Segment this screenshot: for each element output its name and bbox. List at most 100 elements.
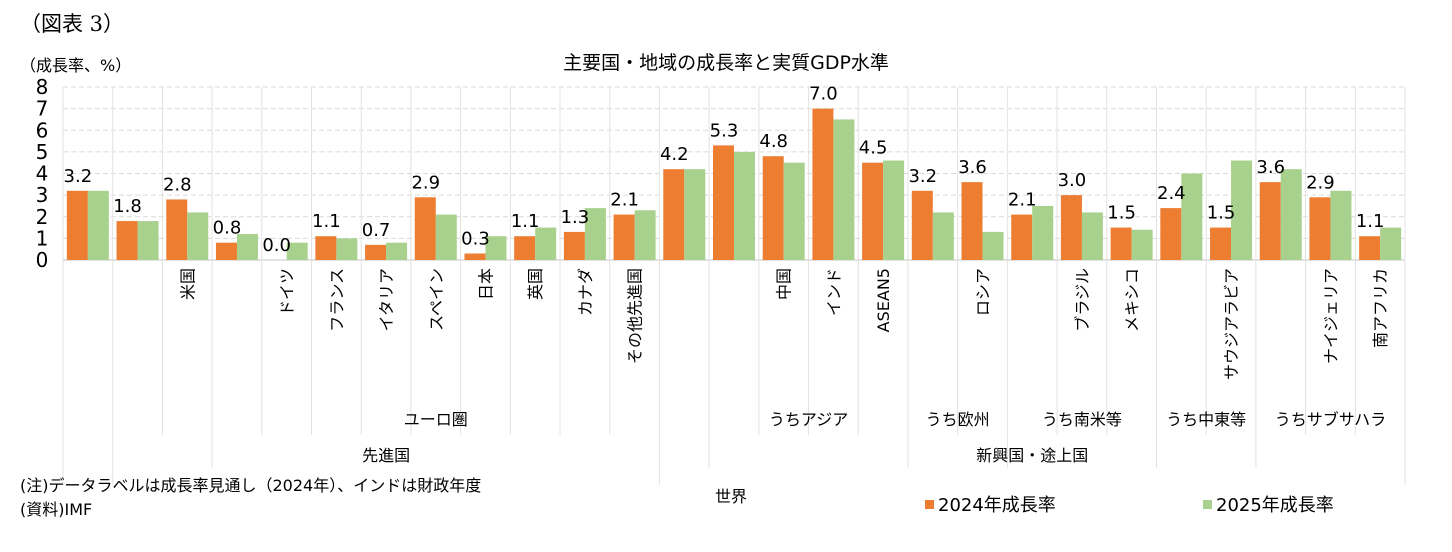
x-tick-label: 日本 xyxy=(476,268,495,300)
x-tick-label: メキシコ xyxy=(1123,268,1142,332)
data-label: 4.5 xyxy=(859,138,888,159)
y-tick-label: 6 xyxy=(36,118,49,142)
x-tick-label: ナイジェリア xyxy=(1321,268,1340,364)
bar-2025 xyxy=(634,210,656,260)
bar-2024 xyxy=(1110,227,1132,260)
category-group-label: うち欧州 xyxy=(926,410,990,429)
legend-swatch-2024 xyxy=(925,499,934,509)
bar-2025 xyxy=(982,231,1004,260)
bar-2025 xyxy=(734,151,755,260)
data-label: 2.9 xyxy=(1306,172,1335,193)
data-label: 7.0 xyxy=(809,84,838,105)
y-tick-label: 1 xyxy=(36,226,49,250)
data-label: 2.1 xyxy=(610,190,639,211)
data-label: 2.1 xyxy=(1008,190,1037,211)
x-tick-label: 英国 xyxy=(526,268,545,300)
legend-item-2024: 2024年成長率 xyxy=(925,491,1056,517)
bar-2024 xyxy=(1259,182,1281,260)
data-label: 0.7 xyxy=(362,220,391,241)
bar-2025 xyxy=(386,242,408,260)
bar-2025 xyxy=(883,160,905,260)
x-tick-label: 米国 xyxy=(178,268,197,300)
bar-2025 xyxy=(684,169,706,260)
y-axis-unit-label: （成長率、%） xyxy=(20,56,132,75)
bar-2025 xyxy=(932,212,954,260)
bar-2025 xyxy=(833,119,855,260)
bar-2024 xyxy=(1160,208,1182,260)
x-tick-label: フランス xyxy=(327,268,346,332)
bar-2024 xyxy=(911,190,933,260)
x-tick-label: ASEAN5 xyxy=(874,268,893,332)
bar-2025 xyxy=(435,214,457,260)
y-tick-label: 5 xyxy=(36,140,49,164)
bar-2024 xyxy=(961,182,983,260)
bar-2024 xyxy=(315,236,337,260)
bar-2024 xyxy=(1210,227,1232,260)
data-label: 1.3 xyxy=(561,207,590,228)
legend-label-2025: 2025年成長率 xyxy=(1216,495,1334,516)
y-tick-label: 4 xyxy=(36,162,49,186)
bar-2024 xyxy=(1359,236,1381,260)
bar-2025 xyxy=(584,208,606,260)
x-tick-label: 中国 xyxy=(775,268,794,300)
bar-2024 xyxy=(66,190,88,260)
category-group-label: ユーロ圏 xyxy=(404,410,468,429)
data-label: 3.6 xyxy=(958,157,987,178)
bar-2025 xyxy=(137,221,159,260)
bar-2024 xyxy=(464,253,486,260)
data-label: 1.1 xyxy=(312,211,341,232)
data-label: 1.1 xyxy=(1356,211,1385,232)
bar-2025 xyxy=(1131,229,1153,260)
legend-item-2025: 2025年成長率 xyxy=(1203,491,1334,517)
bar-2025 xyxy=(1231,160,1253,260)
category-group-label: うちサブサハラ xyxy=(1275,410,1386,429)
data-label: 0.0 xyxy=(262,235,291,256)
legend-label-2024: 2024年成長率 xyxy=(938,495,1056,516)
y-tick-label: 3 xyxy=(36,183,49,207)
category-group-label-world: 世界 xyxy=(715,487,748,506)
bar-2024 xyxy=(365,244,387,260)
x-tick-label: その他先進国 xyxy=(626,268,645,364)
bar-2025 xyxy=(1181,173,1203,260)
legend-swatch-2025 xyxy=(1203,499,1212,509)
x-tick-label: 南アフリカ xyxy=(1371,268,1390,348)
data-label: 4.8 xyxy=(759,131,788,152)
bar-2025 xyxy=(1081,212,1103,260)
bar-2024 xyxy=(215,242,237,260)
bar-2024 xyxy=(713,145,734,260)
x-tick-label: スペイン xyxy=(427,268,446,331)
bar-2025 xyxy=(286,242,308,260)
data-label: 4.2 xyxy=(660,144,689,165)
bar-2024 xyxy=(613,214,635,260)
x-tick-label: インド xyxy=(824,268,843,316)
x-tick-label: カナダ xyxy=(576,268,595,316)
bar-2024 xyxy=(563,231,585,260)
x-tick-label: サウジアラビア xyxy=(1222,268,1241,380)
bar-2025 xyxy=(1032,205,1054,260)
bar-2025 xyxy=(1380,227,1402,260)
bar-2025 xyxy=(187,212,209,260)
category-group-label: うち南米等 xyxy=(1042,410,1122,429)
chart-title: 主要国・地域の成長率と実質GDP水準 xyxy=(563,52,889,74)
x-tick-label: イタリア xyxy=(377,268,396,331)
bar-2024 xyxy=(1060,195,1082,260)
bar-2025 xyxy=(783,162,805,260)
bar-2025 xyxy=(535,227,557,260)
x-tick-label: ロシア xyxy=(974,268,993,316)
bar-2024 xyxy=(1011,214,1033,260)
bar-2024 xyxy=(116,221,138,260)
category-group-label: うち中東等 xyxy=(1166,410,1246,429)
data-label: 1.5 xyxy=(1207,203,1236,224)
data-label: 2.8 xyxy=(163,174,192,195)
x-tick-label: ドイツ xyxy=(278,268,297,316)
data-label: 0.8 xyxy=(213,218,242,239)
data-label: 3.6 xyxy=(1256,157,1285,178)
data-label: 1.5 xyxy=(1107,203,1136,224)
category-supergroup-label: 新興国・途上国 xyxy=(976,446,1088,465)
data-label: 2.9 xyxy=(411,172,440,193)
y-tick-label: 7 xyxy=(36,97,49,121)
bar-2024 xyxy=(663,169,685,260)
chart-note: (注)データラベルは成長率見通し（2024年）、インドは財政年度 xyxy=(20,476,482,495)
x-tick-label: ブラジル xyxy=(1073,268,1092,332)
bar-2024 xyxy=(514,236,536,260)
